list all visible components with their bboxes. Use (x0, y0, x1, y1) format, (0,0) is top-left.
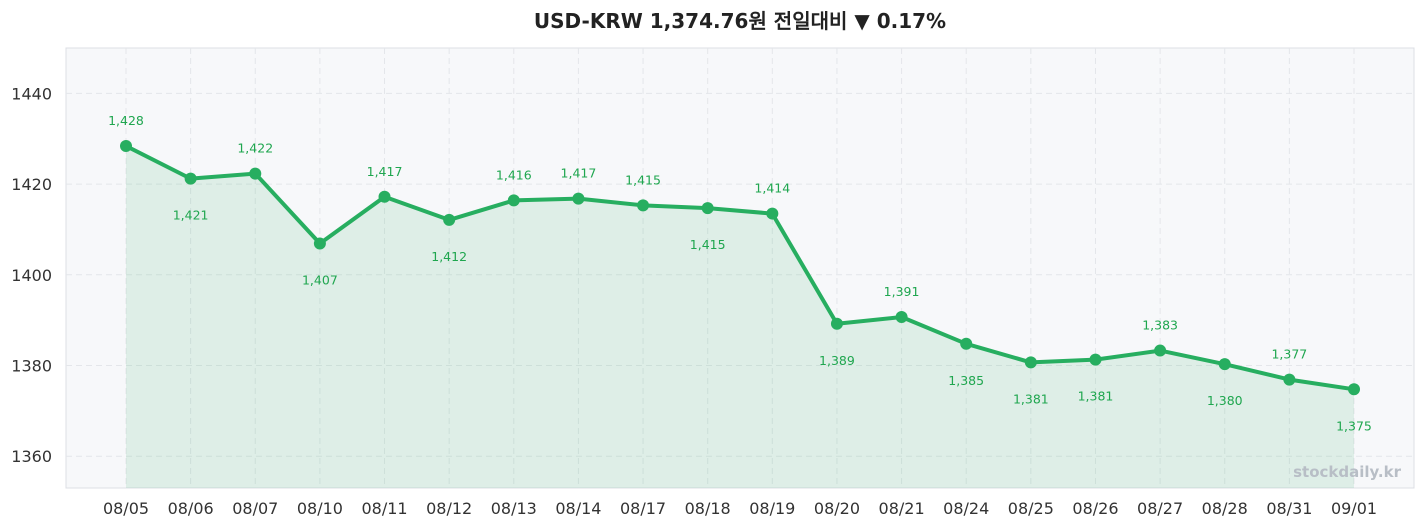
data-label-08-11: 1,417 (367, 164, 403, 179)
data-point-08-05 (120, 139, 132, 152)
x-tick-label-08-11: 08/11 (361, 499, 407, 518)
data-label-08-24: 1,385 (948, 373, 984, 388)
data-point-08-21 (895, 310, 908, 323)
x-axis-ticks: 08/05 08/06 08/07 08/10 08/11 08/12 08/13 08/14… (103, 499, 1377, 518)
data-points (120, 139, 1360, 396)
data-point-09-01 (1348, 383, 1360, 396)
data-point-08-07 (249, 167, 262, 180)
data-label-08-25: 1,381 (1013, 391, 1049, 406)
x-tick-label-08-31: 08/31 (1266, 499, 1312, 518)
data-label-08-12: 1,412 (431, 249, 467, 264)
data-label-08-28: 1,380 (1207, 393, 1243, 408)
y-axis-ticks: 1360 1380 1400 1420 1440 (11, 84, 52, 466)
data-point-08-12 (443, 213, 456, 226)
data-point-08-06 (184, 172, 197, 185)
x-tick-label-08-25: 08/25 (1008, 499, 1054, 518)
data-label-08-17: 1,415 (625, 172, 661, 187)
data-label-09-01: 1,375 (1336, 418, 1372, 433)
data-label-08-14: 1,417 (561, 166, 597, 181)
data-point-08-14 (572, 192, 585, 205)
data-label-08-06: 1,421 (173, 208, 209, 223)
data-point-08-25 (1024, 356, 1037, 369)
data-point-08-26 (1089, 353, 1102, 366)
data-label-08-18: 1,415 (690, 237, 726, 252)
data-point-08-28 (1218, 358, 1231, 371)
y-tick-label-1440: 1440 (11, 84, 52, 103)
data-label-08-27: 1,383 (1142, 318, 1178, 333)
data-label-08-13: 1,416 (496, 167, 532, 182)
data-label-08-10: 1,407 (302, 273, 338, 288)
area-fill (126, 146, 1354, 488)
x-tick-label-08-18: 08/18 (685, 499, 731, 518)
data-label-08-07: 1,422 (237, 141, 273, 156)
x-tick-label-08-28: 08/28 (1202, 499, 1248, 518)
x-tick-label-08-14: 08/14 (555, 499, 601, 518)
x-tick-label-08-26: 08/26 (1072, 499, 1118, 518)
x-tick-label-08-10: 08/10 (297, 499, 343, 518)
data-labels: 1,428 1,421 1,422 1,407 1,417 1,412 1,416 1,417… (108, 113, 1372, 433)
data-label-08-31: 1,377 (1271, 347, 1307, 362)
data-point-08-18 (701, 202, 714, 215)
x-tick-label-08-21: 08/21 (879, 499, 925, 518)
x-tick-label-08-12: 08/12 (426, 499, 472, 518)
data-point-08-24 (960, 337, 973, 350)
x-tick-label-08-17: 08/17 (620, 499, 666, 518)
y-tick-label-1400: 1400 (11, 266, 52, 285)
y-tick-label-1380: 1380 (11, 357, 52, 376)
data-label-08-21: 1,391 (884, 284, 920, 299)
data-point-08-10 (313, 237, 326, 250)
data-label-08-20: 1,389 (819, 353, 855, 368)
data-point-08-20 (830, 317, 843, 330)
data-point-08-13 (507, 194, 520, 207)
chart-title: USD-KRW 1,374.76원 전일대비 ▼ 0.17% (534, 9, 946, 33)
data-point-08-17 (637, 199, 650, 212)
x-tick-label-08-05: 08/05 (103, 499, 149, 518)
data-point-08-31 (1283, 373, 1296, 386)
grid-lines (66, 48, 1414, 488)
data-point-08-27 (1154, 344, 1167, 357)
y-tick-label-1420: 1420 (11, 175, 52, 194)
data-point-08-11 (378, 190, 391, 203)
x-tick-label-08-27: 08/27 (1137, 499, 1183, 518)
data-label-08-19: 1,414 (754, 181, 790, 196)
x-tick-label-08-07: 08/07 (232, 499, 278, 518)
x-tick-label-08-20: 08/20 (814, 499, 860, 518)
data-label-08-26: 1,381 (1078, 389, 1114, 404)
y-tick-label-1360: 1360 (11, 447, 52, 466)
x-tick-label-08-06: 08/06 (168, 499, 214, 518)
watermark: stockdaily.kr (1293, 463, 1401, 481)
x-tick-label-08-13: 08/13 (491, 499, 537, 518)
x-tick-label-09-01: 09/01 (1331, 499, 1377, 518)
plot-area (65, 47, 1415, 489)
x-tick-label-08-19: 08/19 (749, 499, 795, 518)
data-point-08-19 (766, 207, 779, 220)
x-tick-label-08-24: 08/24 (943, 499, 989, 518)
series-line (125, 144, 1355, 392)
data-label-08-05: 1,428 (108, 113, 144, 128)
